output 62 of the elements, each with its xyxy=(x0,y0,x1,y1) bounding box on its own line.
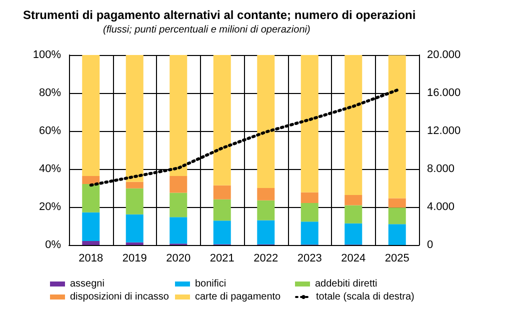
bar xyxy=(213,185,231,200)
y-tick-label: 100% xyxy=(32,49,62,61)
bar xyxy=(126,55,144,182)
legend-label: disposizioni di incasso xyxy=(70,292,170,302)
bar xyxy=(213,55,231,186)
bar xyxy=(388,224,406,245)
bar xyxy=(300,222,318,245)
chart-title: Strumenti di pagamento alternativi al contante; numero di operazioni xyxy=(23,8,416,22)
legend-label: addebiti diretti xyxy=(315,278,378,290)
bar xyxy=(344,223,362,245)
bar xyxy=(170,217,188,244)
x-tick-label: 2024 xyxy=(341,252,366,264)
legend-label: carte di pagamento xyxy=(195,292,282,302)
y-tick-label: 20% xyxy=(38,201,62,213)
bar xyxy=(126,188,144,214)
y2-tick-label: 20.000 xyxy=(427,49,461,61)
bar xyxy=(300,192,318,204)
bar xyxy=(388,198,406,208)
bar xyxy=(344,205,362,224)
x-tick-label: 2025 xyxy=(384,252,410,264)
x-tick-label: 2018 xyxy=(78,252,104,264)
bar xyxy=(213,220,231,244)
bar xyxy=(170,176,188,193)
bar xyxy=(300,55,318,192)
bar xyxy=(388,55,406,198)
legend-label: bonifici xyxy=(195,278,226,290)
bar xyxy=(82,176,100,184)
bar xyxy=(213,199,231,221)
bar xyxy=(388,208,406,224)
y2-tick-label: 12.000 xyxy=(427,125,461,137)
bar xyxy=(126,182,144,188)
x-tick-label: 2019 xyxy=(122,252,147,264)
y-tick-label: 80% xyxy=(38,87,62,99)
bar xyxy=(82,241,100,245)
bar xyxy=(257,200,275,220)
bar xyxy=(82,55,100,176)
y-tick-label: 40% xyxy=(38,163,62,175)
x-tick-label: 2022 xyxy=(254,252,278,264)
chart-subtitle: (flussi; punti percentuali e milioni di operazioni) xyxy=(103,24,310,36)
bar xyxy=(257,188,275,200)
x-tick-label: 2023 xyxy=(297,252,322,264)
bar xyxy=(300,203,318,222)
x-tick-label: 2020 xyxy=(166,252,191,264)
legend-label: assegni xyxy=(70,278,104,290)
y-tick-label: 60% xyxy=(38,125,62,137)
y2-tick-label: 0 xyxy=(427,239,434,251)
bar xyxy=(126,214,144,242)
bar xyxy=(82,212,100,242)
y-tick-label: 0% xyxy=(45,239,62,251)
x-tick-label: 2021 xyxy=(210,252,234,264)
bar xyxy=(344,55,362,196)
legend-label: totale (scala di destra) xyxy=(316,292,414,302)
bar xyxy=(257,220,275,244)
bar xyxy=(126,242,144,245)
y2-tick-label: 4.000 xyxy=(427,201,455,213)
bar xyxy=(170,192,188,218)
bar xyxy=(170,55,188,176)
y2-tick-label: 16.000 xyxy=(427,87,461,99)
bar xyxy=(82,184,100,212)
bar xyxy=(257,55,275,188)
y2-tick-label: 8.000 xyxy=(427,163,455,175)
bar xyxy=(344,195,362,206)
